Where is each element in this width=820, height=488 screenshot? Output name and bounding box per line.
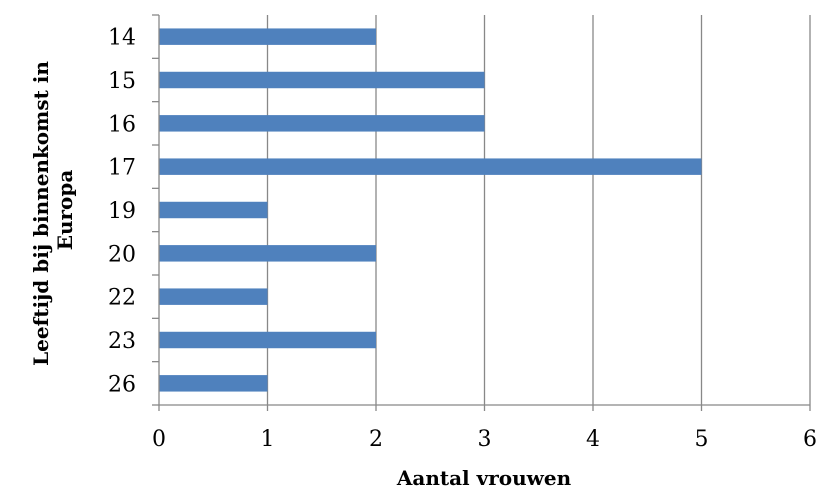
y-tick-label-20: 20 [108, 242, 136, 267]
y-tick-label-26: 26 [108, 372, 136, 397]
bar-23 [159, 331, 376, 349]
x-tick-label-4: 4 [586, 427, 600, 452]
y-axis-title-line-1: Leeftijd bij binnenkomst in [29, 61, 53, 366]
bar-20 [159, 245, 376, 262]
x-tick-label-1: 1 [261, 427, 275, 452]
y-tick-label-17: 17 [108, 156, 136, 181]
bar-15 [159, 71, 485, 89]
bar-19 [159, 201, 268, 219]
y-tick-label-22: 22 [108, 286, 136, 311]
x-axis-title: Aantal vrouwen [396, 466, 572, 488]
bar-16 [159, 115, 485, 132]
x-tick-label-2: 2 [369, 427, 383, 452]
y-tick-label-15: 15 [108, 69, 136, 94]
bar-17 [159, 158, 702, 175]
y-axis-title-line-2: Europa [53, 170, 77, 251]
axes [152, 14, 811, 411]
bar-14 [159, 28, 376, 45]
x-tick-label-5: 5 [695, 427, 709, 452]
y-tick-label-23: 23 [108, 329, 136, 354]
bar-26 [159, 375, 268, 392]
y-axis-title: Leeftijd bij binnenkomst in Europa [29, 54, 77, 366]
bar-22 [159, 288, 268, 305]
x-tick-label-3: 3 [478, 427, 492, 452]
y-tick-labels: 14 15 16 17 19 20 22 23 26 [108, 26, 136, 398]
x-tick-labels: 0 1 2 3 4 5 6 [152, 427, 817, 452]
y-tick-label-19: 19 [108, 199, 136, 224]
x-tick-label-6: 6 [803, 427, 817, 452]
bars [159, 28, 702, 392]
x-tick-label-0: 0 [152, 427, 166, 452]
y-tick-label-16: 16 [108, 112, 136, 137]
y-tick-label-14: 14 [108, 26, 136, 51]
